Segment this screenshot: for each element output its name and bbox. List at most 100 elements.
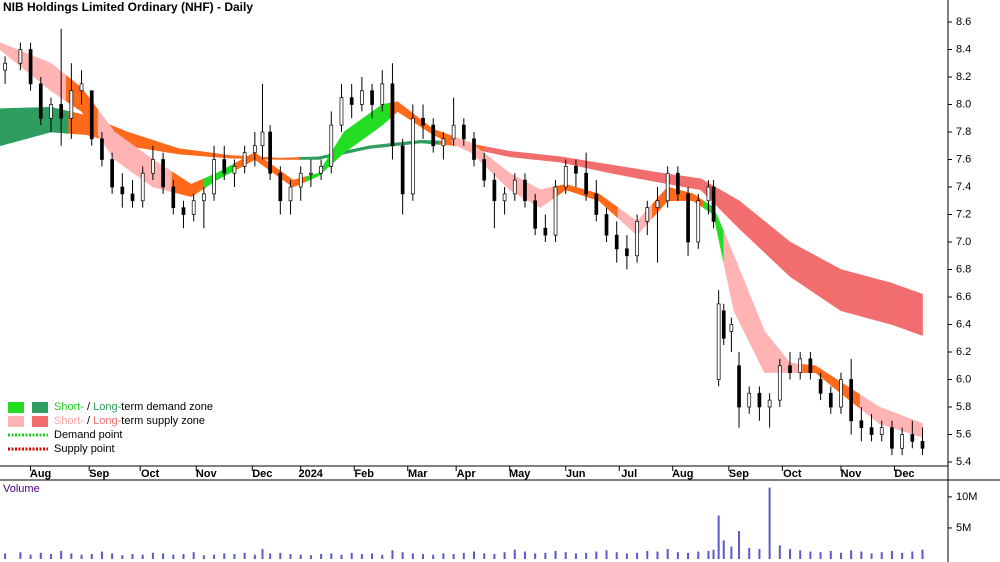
candle-body — [59, 104, 64, 119]
volume-bar — [233, 554, 236, 559]
legend-text: / — [84, 415, 93, 427]
volume-bar — [483, 553, 486, 559]
candle-body — [839, 379, 843, 408]
candles — [3, 28, 925, 456]
candle-body — [161, 159, 165, 188]
candle-body — [410, 117, 415, 195]
candle-body — [553, 186, 558, 236]
candle-body — [380, 83, 385, 105]
volume-bar — [320, 554, 323, 559]
y-tick-label: 6.4 — [956, 318, 971, 330]
volume-bar — [381, 554, 384, 559]
candle-body — [879, 427, 884, 435]
candle-body — [625, 248, 629, 257]
y-tick-label: 10M — [956, 491, 977, 503]
x-tick-label: Jul — [621, 468, 637, 480]
volume-bar — [738, 531, 741, 559]
volume-bar — [202, 555, 205, 559]
candle-body — [191, 200, 196, 215]
candle-body — [69, 90, 74, 119]
x-tick-label: Jun — [566, 468, 586, 480]
candle-body — [900, 434, 904, 449]
volume-bar — [707, 550, 710, 559]
volume-bar — [605, 550, 608, 559]
volume-bar — [503, 552, 506, 559]
candle-body — [890, 427, 894, 449]
candle-body — [120, 186, 125, 195]
candle-body — [798, 358, 803, 373]
volume-bar — [422, 554, 425, 559]
zone-segment — [0, 107, 26, 147]
candle-body — [360, 90, 364, 105]
volume-bar — [299, 554, 302, 559]
candle-body — [665, 172, 670, 202]
volume-bar — [80, 554, 83, 559]
volume-bar — [4, 553, 7, 559]
candle-body — [706, 186, 711, 202]
zone-segment — [524, 181, 554, 208]
zone-segment — [534, 153, 587, 169]
candle-body — [818, 379, 823, 394]
volume-bar — [789, 549, 791, 559]
volume-bar — [656, 551, 659, 559]
candle-body — [400, 145, 405, 195]
volume-bar — [60, 550, 63, 559]
volume-bar — [261, 549, 264, 559]
volume-bar — [534, 553, 537, 559]
zone-segment — [748, 293, 778, 373]
zone-segment — [585, 160, 638, 179]
candle-body — [808, 358, 813, 373]
candle-body — [18, 49, 23, 64]
candle-body — [584, 172, 588, 195]
candle-body — [329, 124, 334, 167]
volume-bar — [799, 550, 802, 559]
candle-body — [28, 49, 33, 85]
volume-bar — [860, 551, 863, 559]
candle-body — [151, 159, 155, 174]
candle-body — [777, 365, 782, 401]
volume-title: Volume — [3, 483, 40, 495]
volume-bar — [880, 552, 883, 559]
volume-bar — [401, 552, 404, 559]
zone-segment — [900, 414, 923, 438]
candle-body — [729, 324, 734, 332]
candle-body — [441, 138, 446, 147]
legend-text: Long- — [93, 401, 121, 413]
x-tick-label: Aug — [672, 468, 693, 480]
volume-bar — [462, 552, 465, 559]
volume-bar — [544, 552, 547, 559]
volume-bar — [687, 552, 690, 559]
candle-body — [604, 214, 609, 236]
zone-segment — [362, 102, 391, 140]
x-tick-label: Sep — [89, 468, 109, 480]
candle-body — [696, 200, 701, 243]
volume-bar — [289, 554, 292, 559]
volume-bar — [778, 545, 781, 559]
volume-bar — [513, 549, 516, 559]
candle-body — [747, 392, 752, 408]
volume-bar — [371, 553, 374, 559]
y-tick-label: 7.2 — [956, 208, 971, 220]
volume-bar — [493, 554, 496, 559]
volume-bar — [49, 554, 52, 559]
candle-body — [757, 392, 762, 408]
y-tick-label: 5.4 — [956, 456, 971, 468]
x-tick-label: Feb — [354, 468, 374, 480]
candle-body — [89, 90, 94, 140]
candle-body — [614, 234, 619, 250]
volume-bar — [554, 550, 557, 559]
volume-bar — [758, 549, 761, 559]
y-tick-label: 8.2 — [956, 71, 971, 83]
candle-body — [492, 179, 497, 202]
candle-body — [260, 131, 265, 147]
x-tick-label: Dec — [894, 468, 914, 480]
y-tick-label: 7.4 — [956, 181, 971, 193]
volume-bar — [819, 552, 822, 559]
volume-bar — [712, 549, 715, 559]
candle-body — [828, 392, 833, 408]
y-tick-label: 7.6 — [956, 153, 971, 165]
volume-bar — [890, 550, 893, 559]
candle-body — [181, 207, 186, 215]
volume-bar — [172, 554, 175, 559]
zone-segment — [330, 117, 364, 165]
